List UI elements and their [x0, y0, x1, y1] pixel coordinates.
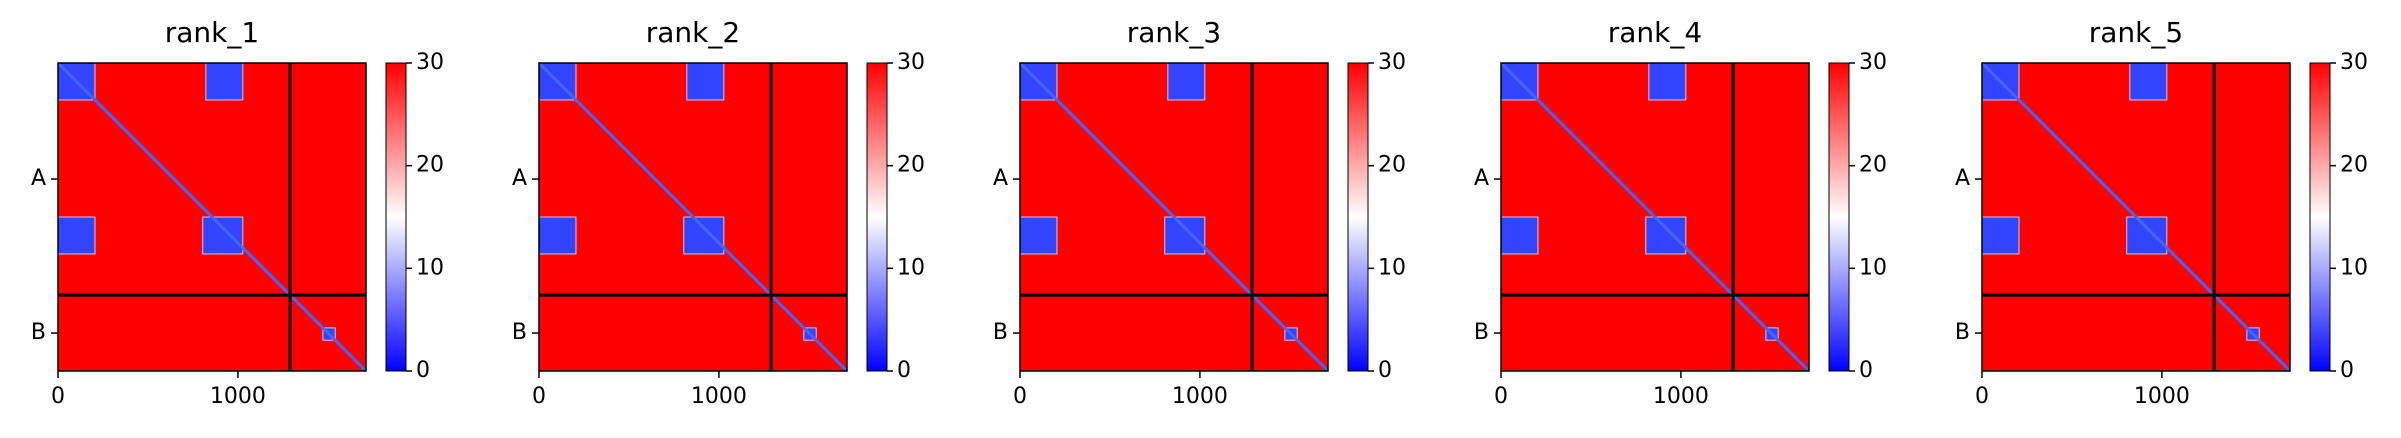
colorbar-tick-label: 30: [416, 50, 444, 75]
x-tick-label: 1000: [1653, 384, 1709, 409]
panel-title: rank_4: [1608, 16, 1702, 49]
diagonal: [1980, 61, 2292, 373]
low-error-block: [2129, 62, 2168, 101]
y-tick-label: A: [1955, 166, 1970, 191]
colorbar-tick-label: 0: [2340, 358, 2354, 383]
panel-title: rank_1: [165, 16, 259, 49]
colorbar-tick-label: 20: [416, 153, 444, 178]
low-error-block: [1019, 216, 1058, 255]
colorbar: [2309, 62, 2331, 372]
low-error-block: [1645, 216, 1687, 255]
colorbar-tick-label: 10: [416, 255, 444, 280]
x-tick-label: 0: [51, 384, 65, 409]
colorbar-tick-label: 20: [897, 153, 925, 178]
low-error-block: [1981, 216, 2020, 255]
low-error-block: [205, 62, 244, 101]
colorbar-tick-label: 20: [1378, 153, 1406, 178]
colorbar-tick-label: 0: [897, 358, 911, 383]
diagonal: [537, 61, 849, 373]
y-tick-label: B: [1474, 320, 1489, 345]
colorbar-tick-label: 30: [1378, 50, 1406, 75]
y-tick-label: A: [512, 166, 527, 191]
y-tick-label: A: [31, 166, 46, 191]
x-tick-label: 0: [1494, 384, 1508, 409]
colorbar: [385, 62, 407, 372]
panel-title: rank_2: [646, 16, 740, 49]
colorbar-tick-label: 10: [2340, 255, 2368, 280]
diagonal: [56, 61, 368, 373]
low-error-block: [683, 216, 725, 255]
low-error-block: [1500, 216, 1539, 255]
colorbar: [1828, 62, 1850, 372]
y-tick-label: B: [1955, 320, 1970, 345]
panel-title: rank_5: [2089, 16, 2183, 49]
y-tick-label: A: [1474, 166, 1489, 191]
x-tick-label: 0: [1013, 384, 1027, 409]
low-error-block: [202, 216, 244, 255]
x-tick-label: 1000: [1172, 384, 1228, 409]
panel-title: rank_3: [1127, 16, 1221, 49]
x-tick-label: 0: [532, 384, 546, 409]
diagonal: [1499, 61, 1811, 373]
colorbar-tick-label: 10: [1859, 255, 1887, 280]
plot-frame: [57, 62, 367, 372]
x-tick-label: 1000: [691, 384, 747, 409]
colorbar-tick-label: 30: [897, 50, 925, 75]
colorbar-tick-label: 10: [1378, 255, 1406, 280]
colorbar-tick-label: 0: [416, 358, 430, 383]
colorbar-tick-label: 20: [2340, 153, 2368, 178]
colorbar-tick-label: 0: [1378, 358, 1392, 383]
x-tick-label: 1000: [210, 384, 266, 409]
colorbar-tick-label: 20: [1859, 153, 1887, 178]
plot-frame: [1500, 62, 1810, 372]
plot-frame: [1981, 62, 2291, 372]
colorbar-tick-label: 30: [1859, 50, 1887, 75]
low-error-block: [1164, 216, 1206, 255]
y-tick-label: B: [512, 320, 527, 345]
diagonal: [1018, 61, 1330, 373]
plot-frame: [538, 62, 848, 372]
low-error-block: [2126, 216, 2168, 255]
y-tick-label: B: [993, 320, 1008, 345]
colorbar-tick-label: 10: [897, 255, 925, 280]
colorbar-tick-label: 0: [1859, 358, 1873, 383]
x-tick-label: 1000: [2134, 384, 2190, 409]
low-error-block: [686, 62, 725, 101]
low-error-block: [538, 216, 577, 255]
colorbar-tick-label: 30: [2340, 50, 2368, 75]
colorbar: [1347, 62, 1369, 372]
x-tick-label: 0: [1975, 384, 1989, 409]
y-tick-label: B: [31, 320, 46, 345]
low-error-block: [1167, 62, 1206, 101]
colorbar: [866, 62, 888, 372]
plot-frame: [1019, 62, 1329, 372]
y-tick-label: A: [993, 166, 1008, 191]
low-error-block: [1648, 62, 1687, 101]
low-error-block: [57, 216, 96, 255]
